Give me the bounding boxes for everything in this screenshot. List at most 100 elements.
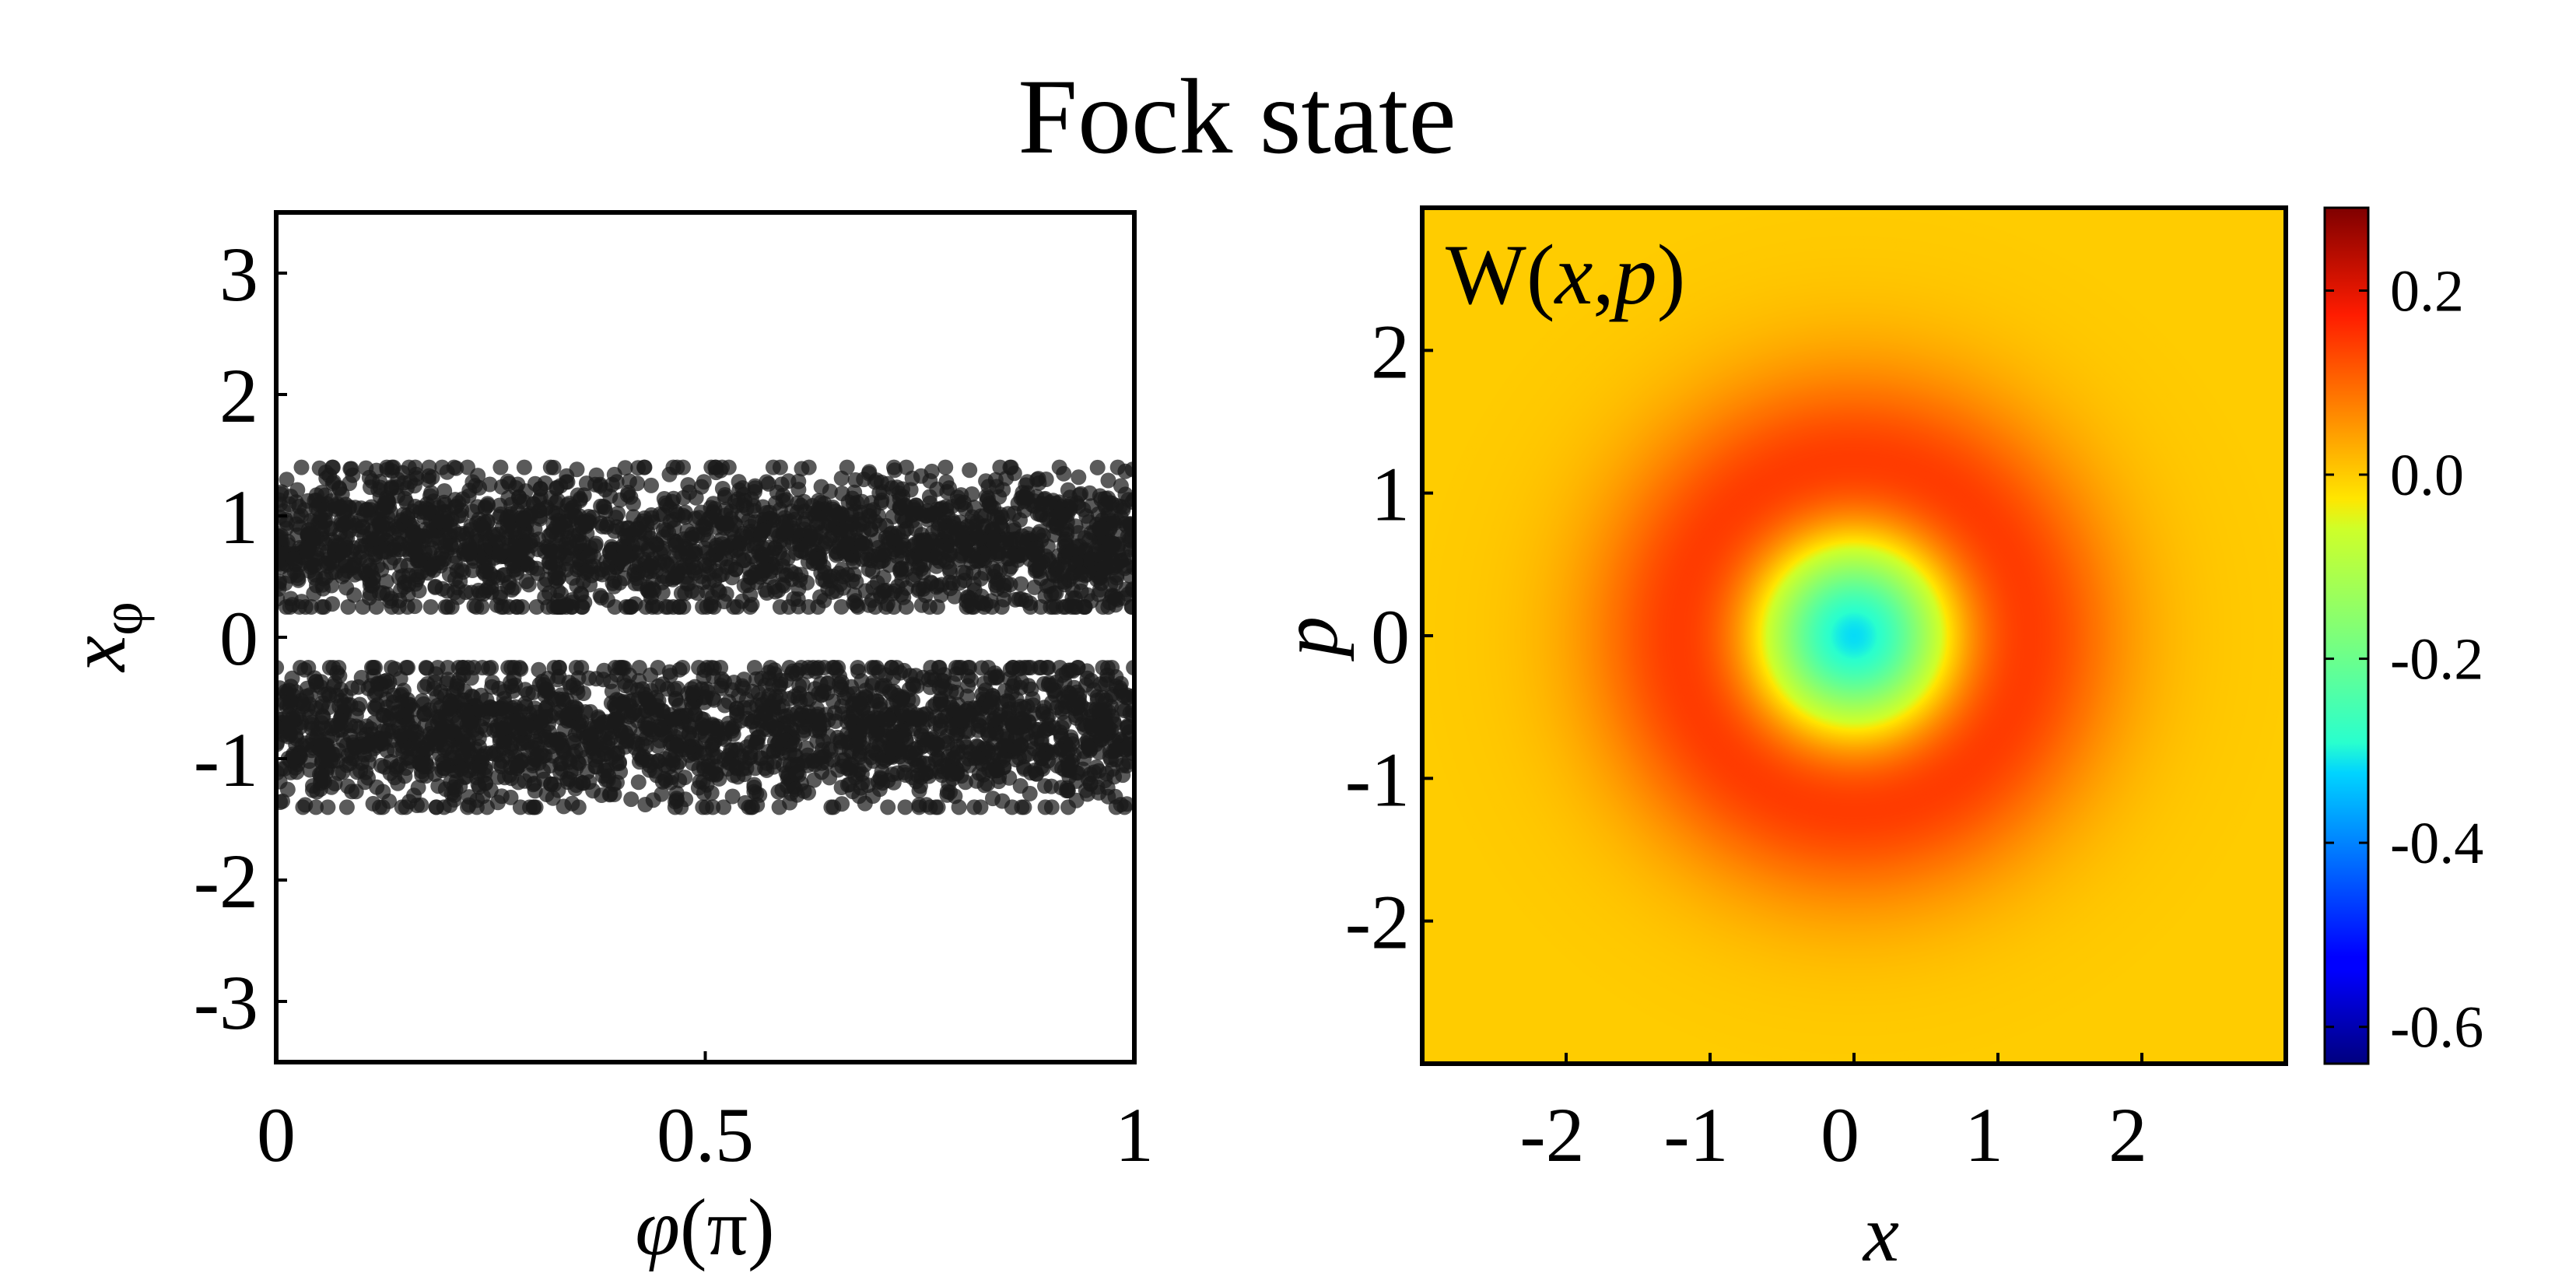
- scatter-point: [457, 728, 472, 744]
- scatter-point: [874, 493, 890, 508]
- scatter-point: [1028, 724, 1044, 740]
- scatter-point: [884, 660, 900, 675]
- scatter-point: [427, 578, 443, 594]
- scatter-point: [610, 506, 626, 521]
- scatter-point: [276, 794, 289, 810]
- scatter-point: [286, 550, 301, 566]
- scatter-point: [352, 696, 368, 713]
- scatter-point: [811, 493, 827, 509]
- scatter-point: [1073, 583, 1089, 599]
- scatter-point: [428, 666, 444, 682]
- scatter-point: [1035, 750, 1051, 766]
- scatter-point: [727, 742, 744, 758]
- scatter-point: [516, 459, 532, 475]
- scatter-point: [422, 599, 439, 615]
- scatter-point: [987, 710, 1003, 727]
- scatter-point: [815, 559, 832, 575]
- scatter-point: [990, 545, 1006, 562]
- scatter-point: [593, 515, 609, 531]
- scatter-point: [940, 763, 956, 779]
- right-x-axis-label: x: [1862, 1189, 1899, 1278]
- scatter-point: [964, 509, 980, 525]
- scatter-point: [949, 738, 966, 755]
- scatter-point: [654, 676, 671, 693]
- scatter-point: [649, 599, 665, 615]
- scatter-point: [1095, 599, 1111, 615]
- scatter-point: [441, 700, 457, 716]
- scatter-point: [921, 599, 938, 615]
- scatter-point: [994, 728, 1011, 745]
- scatter-point: [598, 746, 614, 762]
- colorbar-ticks: 0.20.0-0.2-0.4-0.6: [2325, 258, 2483, 1061]
- scatter-point: [834, 561, 850, 577]
- scatter-point: [417, 705, 433, 721]
- scatter-point: [749, 554, 765, 570]
- scatter-point: [411, 583, 427, 599]
- scatter-point: [755, 703, 772, 720]
- scatter-point: [489, 794, 506, 811]
- scatter-point: [565, 570, 581, 586]
- scatter-point: [464, 688, 480, 704]
- scatter-point: [1113, 478, 1129, 494]
- scatter-point: [577, 515, 594, 531]
- scatter-point: [625, 692, 641, 708]
- scatter-point: [1037, 778, 1053, 794]
- scatter-point: [654, 540, 671, 556]
- scatter-point: [279, 533, 296, 549]
- scatter-point: [706, 599, 722, 615]
- right-y-tick-label: -2: [1345, 879, 1410, 966]
- scatter-point: [1004, 799, 1020, 815]
- scatter-point: [749, 730, 766, 746]
- scatter-point: [846, 484, 863, 500]
- wigner-label-sep: ,: [1593, 227, 1614, 322]
- scatter-point: [788, 766, 804, 782]
- scatter-point: [898, 599, 914, 615]
- scatter-point: [289, 567, 305, 584]
- scatter-point: [377, 495, 393, 511]
- scatter-point: [352, 720, 368, 736]
- scatter-point: [537, 500, 553, 517]
- scatter-point: [643, 477, 659, 493]
- left-x-tick-label: 0.5: [657, 1092, 754, 1178]
- scatter-point: [374, 799, 391, 815]
- scatter-point: [655, 703, 671, 719]
- right-x-tick-labels: -2 -1 0 1 2: [1519, 1092, 2147, 1178]
- scatter-point: [980, 726, 996, 742]
- colorbar-tick-label: -0.4: [2390, 811, 2483, 876]
- scatter-point: [833, 507, 850, 523]
- scatter-point: [1124, 461, 1134, 478]
- scatter-point: [366, 660, 381, 675]
- scatter-point: [375, 735, 391, 752]
- scatter-point: [364, 577, 380, 594]
- scatter-point: [496, 691, 512, 707]
- scatter-point: [1019, 698, 1036, 714]
- scatter-point: [801, 459, 817, 475]
- scatter-point: [573, 587, 590, 602]
- colorbar-tick-label: -0.6: [2390, 995, 2483, 1061]
- scatter-point: [332, 499, 349, 515]
- scatter-point: [1007, 531, 1023, 547]
- scatter-point: [325, 660, 342, 675]
- scatter-point: [431, 514, 447, 530]
- wigner-panel: -2 -1 0 1 2 210-1-2 W(x,p) x p 0.20.0-0.2-0.…: [1265, 205, 2483, 1278]
- scatter-point: [354, 518, 370, 535]
- scatter-point: [618, 678, 633, 694]
- right-y-tick-label: 1: [1371, 451, 1410, 538]
- scatter-point: [973, 660, 990, 676]
- scatter-point: [742, 745, 759, 760]
- scatter-point: [718, 586, 734, 602]
- scatter-point: [366, 714, 382, 731]
- scatter-point: [1002, 577, 1018, 593]
- scatter-point: [567, 704, 584, 721]
- scatter-point: [356, 507, 372, 523]
- scatter-point: [387, 661, 403, 677]
- scatter-point: [331, 698, 348, 714]
- scatter-point: [1016, 799, 1032, 815]
- scatter-point: [437, 599, 454, 615]
- scatter-point: [504, 743, 520, 759]
- scatter-point: [414, 767, 430, 784]
- scatter-point: [280, 728, 296, 745]
- scatter-point: [955, 494, 972, 510]
- scatter-point: [708, 537, 724, 553]
